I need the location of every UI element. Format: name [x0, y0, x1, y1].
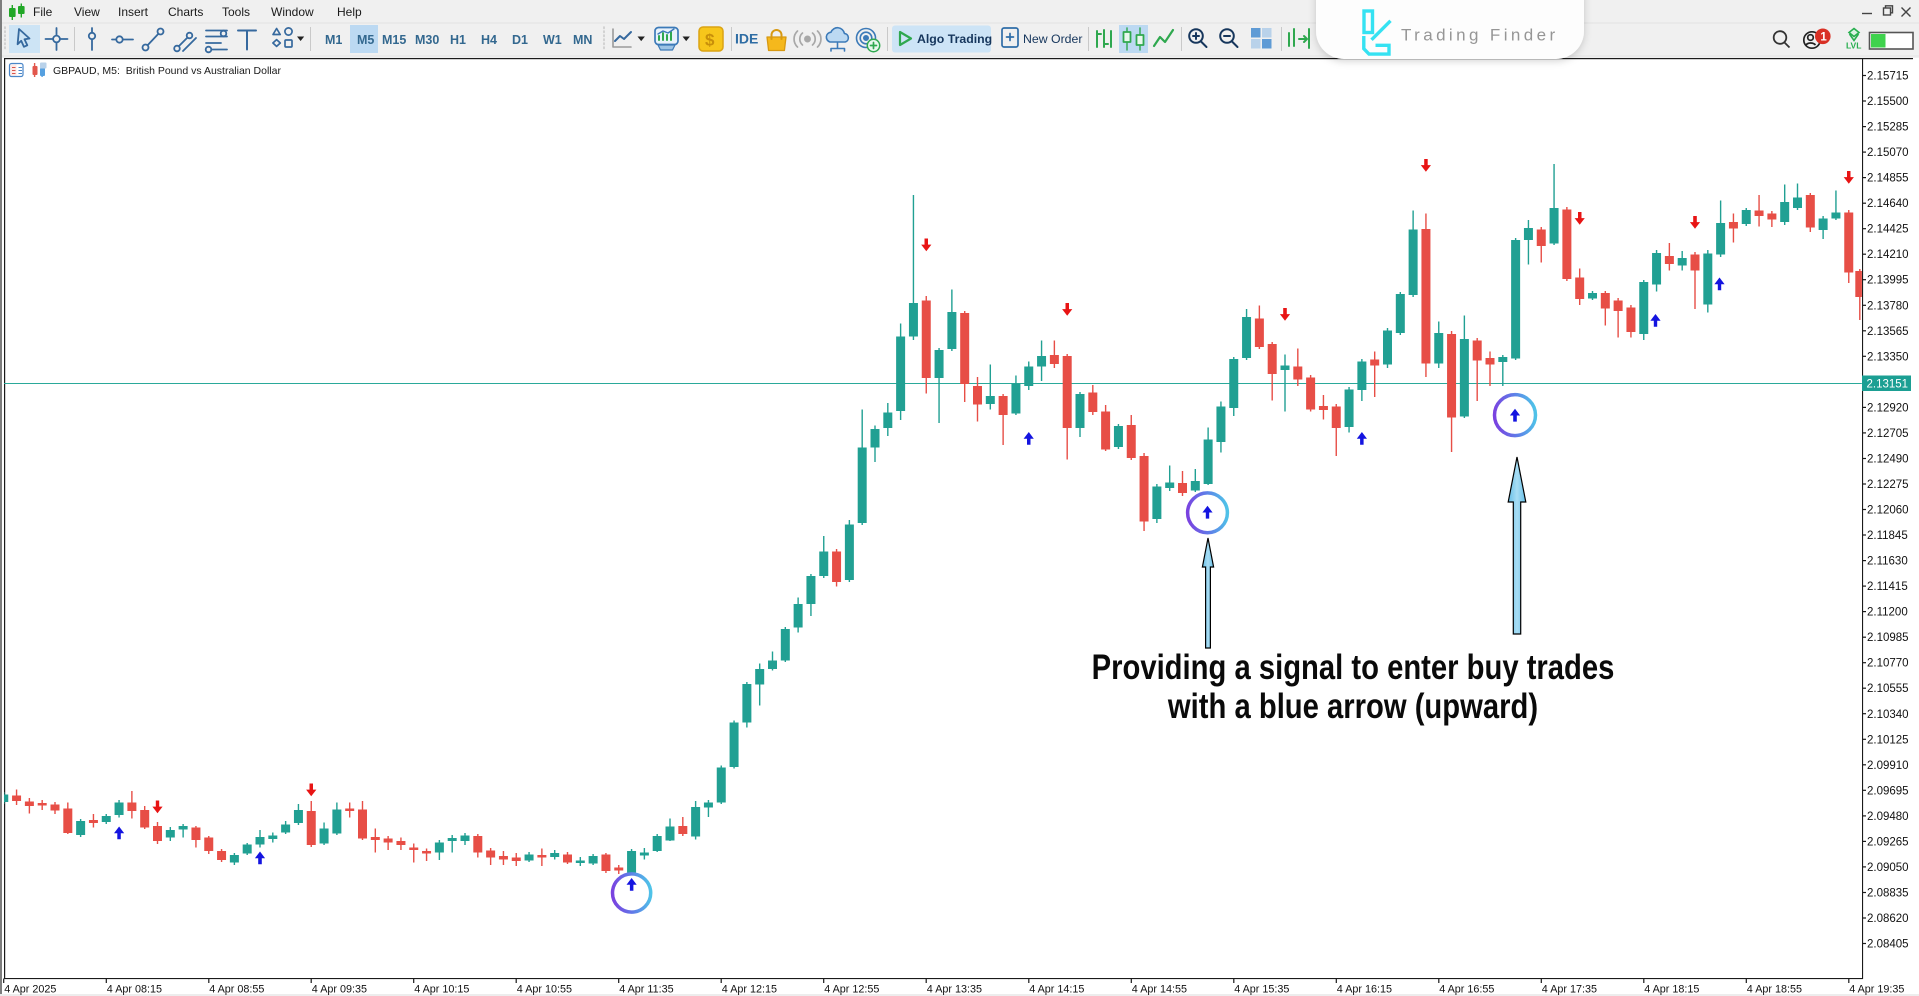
- svg-text:Providing a signal to enter bu: Providing a signal to enter buy trades: [1092, 648, 1615, 687]
- svg-text:2.11845: 2.11845: [1867, 530, 1908, 542]
- svg-text:4 Apr 12:55: 4 Apr 12:55: [824, 984, 879, 996]
- svg-text:H1: H1: [450, 33, 466, 47]
- svg-text:MN: MN: [573, 33, 592, 47]
- svg-text:4 Apr 16:55: 4 Apr 16:55: [1439, 984, 1494, 996]
- svg-text:2.09265: 2.09265: [1867, 836, 1909, 848]
- svg-text:LVL: LVL: [1846, 41, 1861, 51]
- svg-text:Window: Window: [271, 5, 314, 19]
- svg-text:Charts: Charts: [168, 5, 203, 19]
- svg-text:New Order: New Order: [1023, 32, 1082, 46]
- svg-text:4 Apr 18:15: 4 Apr 18:15: [1644, 984, 1699, 996]
- svg-text:2.10770: 2.10770: [1867, 658, 1909, 670]
- svg-text:2.10985: 2.10985: [1867, 632, 1909, 644]
- svg-text:4 Apr 12:15: 4 Apr 12:15: [722, 984, 777, 996]
- svg-text:4 Apr 16:15: 4 Apr 16:15: [1337, 984, 1392, 996]
- svg-text:2.09480: 2.09480: [1867, 811, 1909, 823]
- svg-text:4 Apr 15:35: 4 Apr 15:35: [1234, 984, 1289, 996]
- svg-text:4 Apr 14:55: 4 Apr 14:55: [1132, 984, 1187, 996]
- svg-text:2.14210: 2.14210: [1867, 249, 1909, 261]
- svg-text:4 Apr 14:15: 4 Apr 14:15: [1029, 984, 1084, 996]
- svg-text:2.10340: 2.10340: [1867, 709, 1909, 721]
- svg-text:IDE: IDE: [735, 31, 758, 47]
- svg-text:2.13151: 2.13151: [1867, 379, 1909, 391]
- svg-text:2.14425: 2.14425: [1867, 224, 1909, 236]
- svg-text:H4: H4: [481, 33, 497, 47]
- svg-text:4 Apr 10:55: 4 Apr 10:55: [517, 984, 572, 996]
- svg-text:View: View: [74, 5, 100, 19]
- svg-text:1: 1: [1820, 32, 1827, 44]
- svg-text:2.15070: 2.15070: [1867, 147, 1909, 159]
- svg-text:4 Apr 08:15: 4 Apr 08:15: [107, 984, 162, 996]
- svg-text:2.11200: 2.11200: [1867, 607, 1908, 619]
- svg-text:2.15500: 2.15500: [1867, 96, 1909, 108]
- svg-text:2.12490: 2.12490: [1867, 454, 1909, 466]
- svg-text:4 Apr 18:55: 4 Apr 18:55: [1747, 984, 1802, 996]
- svg-text:Help: Help: [337, 5, 362, 19]
- svg-text:D1: D1: [512, 33, 528, 47]
- svg-text:M30: M30: [415, 33, 439, 47]
- svg-text:2.13780: 2.13780: [1867, 300, 1909, 312]
- svg-text:2.14855: 2.14855: [1867, 173, 1909, 185]
- svg-text:2.09910: 2.09910: [1867, 760, 1909, 772]
- svg-text:2.15285: 2.15285: [1867, 122, 1909, 134]
- svg-text:2.13995: 2.13995: [1867, 275, 1909, 287]
- svg-text:M5: M5: [357, 33, 374, 47]
- svg-text:2.13565: 2.13565: [1867, 326, 1909, 338]
- svg-text:2.14640: 2.14640: [1867, 198, 1909, 210]
- svg-text:4 Apr 09:35: 4 Apr 09:35: [312, 984, 367, 996]
- svg-text:M15: M15: [382, 33, 406, 47]
- svg-text:2.08620: 2.08620: [1867, 913, 1909, 925]
- svg-text:Trading Finder: Trading Finder: [1401, 26, 1559, 45]
- svg-text:2.12920: 2.12920: [1867, 402, 1909, 414]
- svg-text:4 Apr 19:35: 4 Apr 19:35: [1849, 984, 1904, 996]
- svg-text:4 Apr 08:55: 4 Apr 08:55: [209, 984, 264, 996]
- svg-text:4 Apr 11:35: 4 Apr 11:35: [619, 984, 673, 996]
- svg-text:Tools: Tools: [222, 5, 250, 19]
- svg-text:Algo Trading: Algo Trading: [917, 32, 992, 46]
- svg-text:2.10125: 2.10125: [1867, 734, 1909, 746]
- svg-text:2.09050: 2.09050: [1867, 862, 1909, 874]
- svg-text:2.12705: 2.12705: [1867, 428, 1909, 440]
- svg-text:W1: W1: [543, 33, 562, 47]
- svg-text:4 Apr 2025: 4 Apr 2025: [4, 984, 56, 996]
- svg-text:2.10555: 2.10555: [1867, 683, 1909, 695]
- svg-text:File: File: [33, 5, 53, 19]
- svg-text:2.13350: 2.13350: [1867, 351, 1909, 363]
- svg-text:2.12060: 2.12060: [1867, 505, 1909, 517]
- svg-text:2.11630: 2.11630: [1867, 556, 1908, 568]
- svg-text:GBPAUD, M5: British Pound vs: GBPAUD, M5: British Pound vs Australian …: [53, 65, 281, 77]
- svg-text:4 Apr 13:35: 4 Apr 13:35: [927, 984, 982, 996]
- svg-text:2.08835: 2.08835: [1867, 888, 1909, 900]
- svg-text:M1: M1: [325, 33, 342, 47]
- svg-text:2.09695: 2.09695: [1867, 785, 1909, 797]
- svg-text:4 Apr 10:15: 4 Apr 10:15: [414, 984, 469, 996]
- svg-text:with a blue arrow (upward): with a blue arrow (upward): [1167, 687, 1538, 726]
- svg-text:Insert: Insert: [118, 5, 149, 19]
- svg-text:$: $: [705, 31, 715, 50]
- svg-text:2.11415: 2.11415: [1867, 581, 1908, 593]
- svg-text:2.15715: 2.15715: [1867, 71, 1909, 83]
- svg-text:2.12275: 2.12275: [1867, 479, 1909, 491]
- svg-text:4 Apr 17:35: 4 Apr 17:35: [1542, 984, 1597, 996]
- svg-text:2.08405: 2.08405: [1867, 939, 1909, 951]
